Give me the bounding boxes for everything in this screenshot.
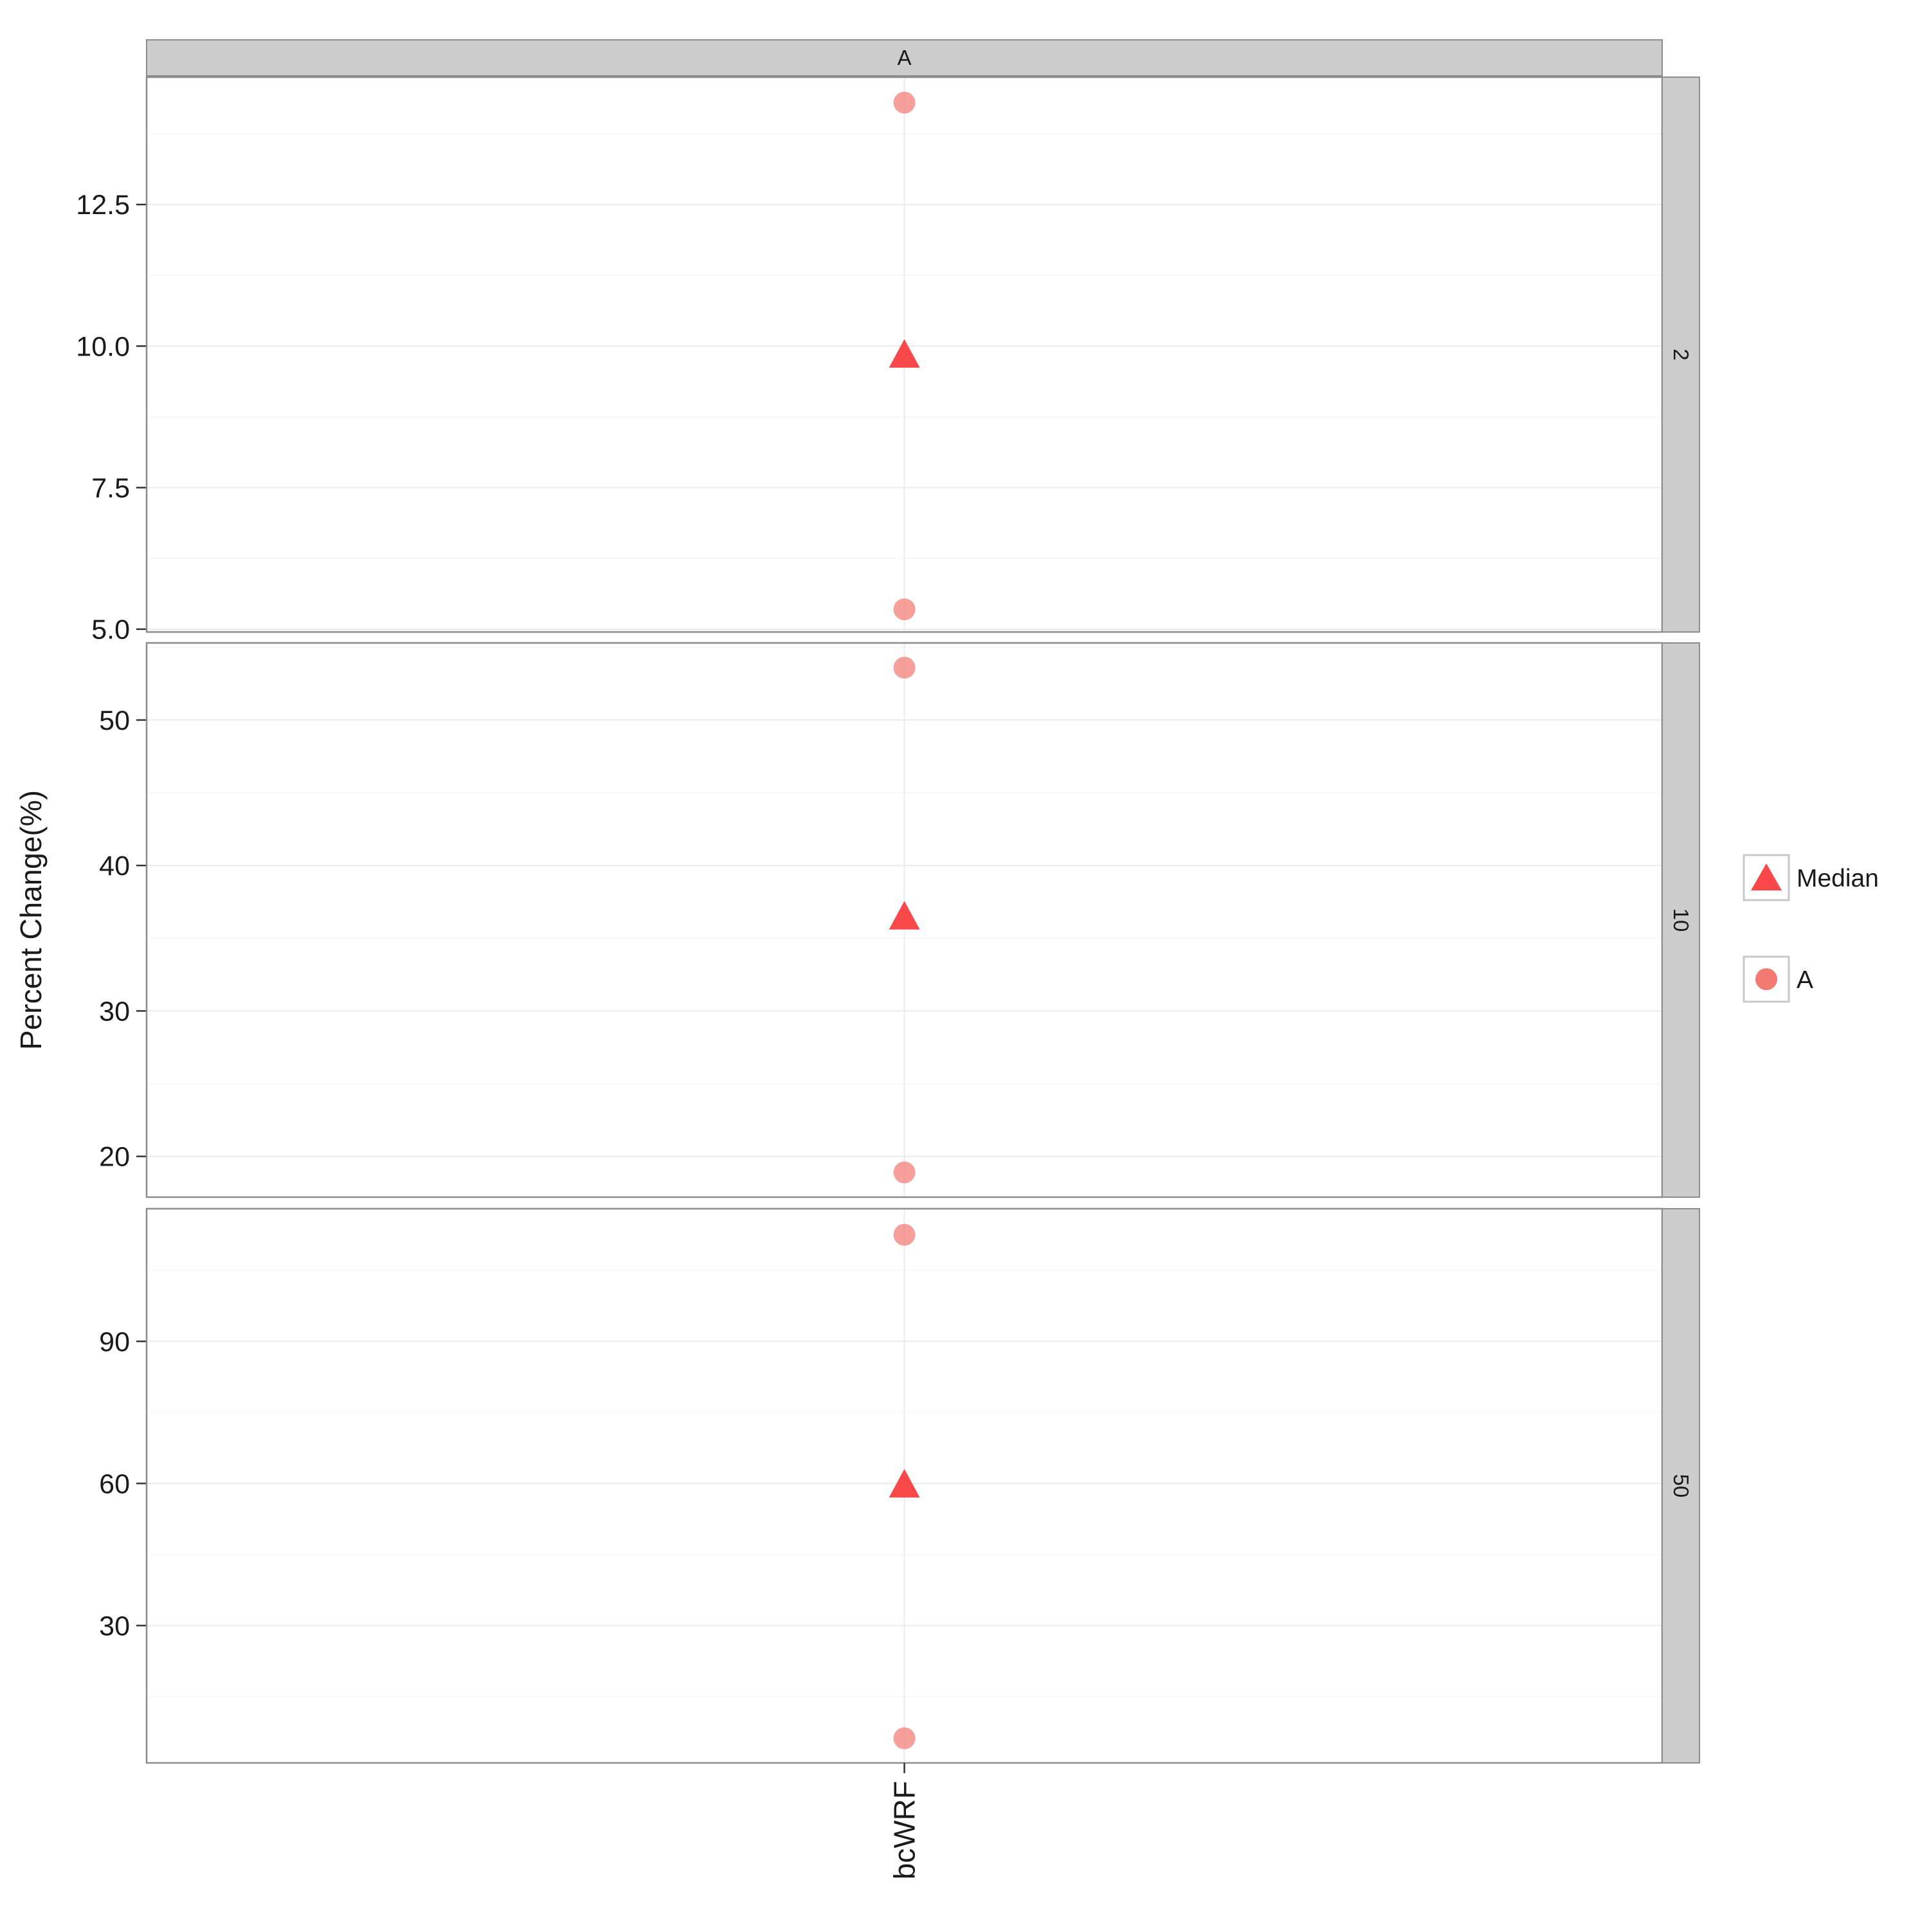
column-strip-label: A	[897, 46, 911, 69]
legend-label: A	[1797, 966, 1813, 994]
panel-10: 20 30 40 50 10	[99, 642, 1700, 1198]
data-point	[893, 656, 916, 679]
data-point	[893, 598, 916, 620]
median-marker	[889, 339, 920, 368]
row-strip-label: 10	[1669, 908, 1693, 932]
y-tick-label: 5.0	[91, 615, 130, 646]
legend-label: Median	[1797, 865, 1879, 892]
y-tick-label: 7.5	[91, 473, 130, 503]
y-tick-label: 12.5	[76, 190, 130, 221]
row-strip	[1662, 642, 1700, 1198]
data-point	[893, 1223, 916, 1246]
y-axis-title: Percent Change(%)	[14, 790, 48, 1050]
y-tick-label: 20	[99, 1142, 130, 1173]
y-tick-label: 50	[99, 705, 130, 736]
panel-50: 30 60 90 50	[99, 1207, 1700, 1764]
y-tick-label: 30	[99, 1611, 130, 1641]
y-tick-label: 60	[99, 1468, 130, 1499]
legend-point-icon	[1755, 968, 1777, 990]
x-tick-label: bcWRF	[888, 1781, 921, 1879]
panel-2: 5.0 7.5 10.0 12.5 2	[76, 76, 1700, 646]
y-tick-label: 30	[99, 996, 130, 1027]
data-point	[893, 1161, 916, 1184]
data-point	[893, 1727, 916, 1749]
legend-median-icon	[1751, 863, 1782, 890]
row-strip-label: 50	[1669, 1474, 1693, 1498]
row-strip-label: 2	[1669, 348, 1693, 360]
median-marker	[889, 901, 920, 930]
median-marker	[889, 1468, 920, 1498]
column-strip	[146, 39, 1663, 77]
row-strip	[1662, 77, 1700, 633]
y-tick-label: 90	[99, 1326, 130, 1357]
data-point	[893, 91, 916, 114]
row-strip	[1662, 1208, 1700, 1764]
y-tick-label: 10.0	[76, 331, 130, 362]
y-tick-label: 40	[99, 851, 130, 881]
